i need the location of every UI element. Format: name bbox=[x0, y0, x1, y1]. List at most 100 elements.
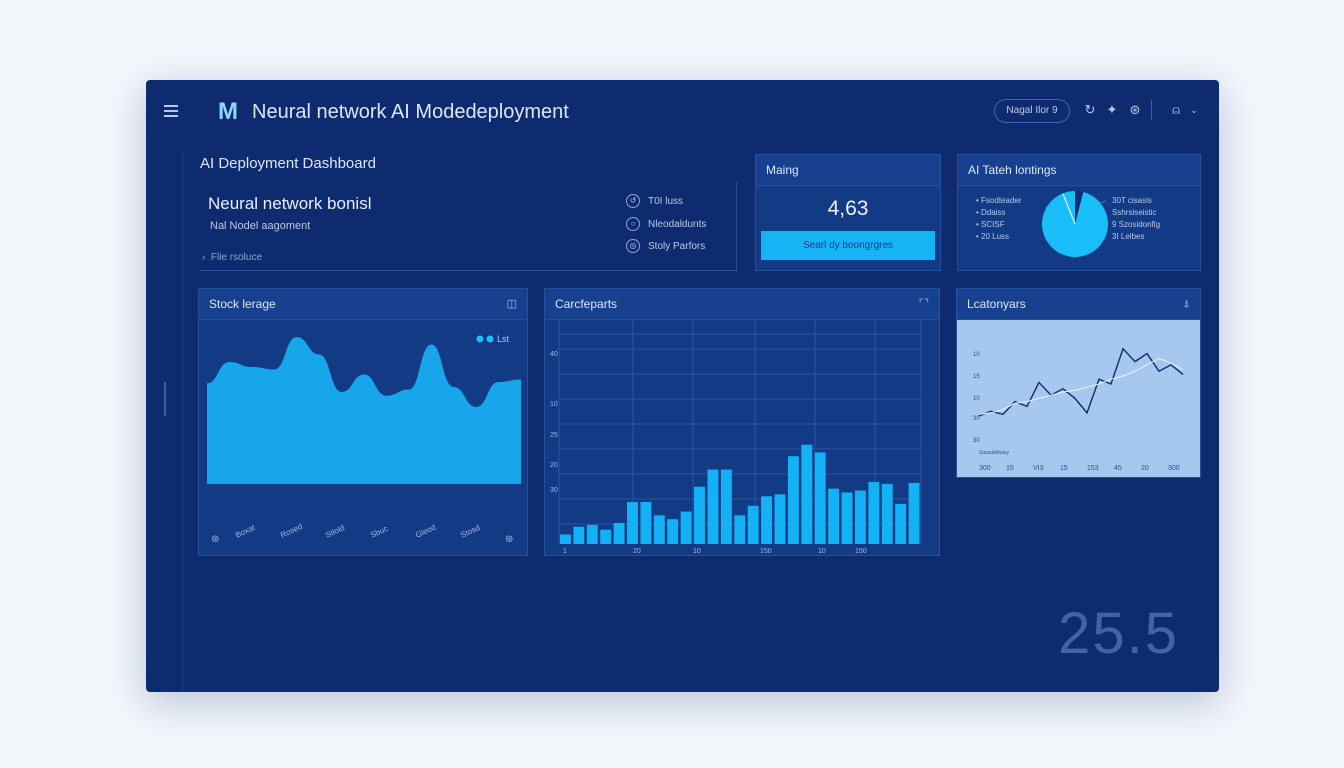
y-tick-label: 10 bbox=[973, 396, 980, 402]
line-chart-card: Lcatonyars ⍋ 10 15 10 30 30 Sasaubtlnasy 300 1… bbox=[956, 288, 1201, 478]
headline: Neural network bonisl bbox=[208, 194, 372, 213]
search-button[interactable]: Searl dy boongrgres bbox=[761, 231, 935, 260]
bar bbox=[680, 511, 692, 544]
x-tick-label: 45 bbox=[1114, 465, 1122, 472]
bar bbox=[761, 496, 773, 544]
x-tick-label: Stosd bbox=[459, 523, 481, 540]
pie-legend-left: • Fsodteader • Ddaiss • SCISF • 20 Luss bbox=[976, 195, 1022, 243]
bar bbox=[734, 515, 746, 544]
bar bbox=[653, 515, 665, 544]
bar bbox=[841, 492, 853, 544]
x-tick-label: VI3 bbox=[1033, 465, 1044, 472]
bar-chart-card: Carcfeparts ⌜⌝ 40 10 25 20 30 1 20 10 150 10 150 bbox=[544, 288, 940, 556]
pie-slice bbox=[1075, 191, 1084, 224]
y-tick-label: 30 bbox=[973, 438, 980, 444]
dashboard-title: AI Deployment Dashboard bbox=[200, 155, 376, 172]
x-tick-label: 150 bbox=[760, 548, 772, 555]
bar bbox=[908, 482, 920, 544]
file-resource-label: Flie rsoluce bbox=[210, 252, 263, 263]
line-legend: Sasaubtlnasy bbox=[979, 450, 1010, 456]
bar bbox=[787, 456, 799, 544]
x-tick-label: 150 bbox=[855, 548, 867, 555]
y-tick-label: 30 bbox=[973, 416, 980, 422]
x-tick-label: 10 bbox=[693, 548, 701, 555]
app-title: Neural network AI Modedeployment bbox=[252, 101, 569, 123]
environment-pill[interactable]: Nagal Ilor 9 bbox=[994, 99, 1070, 123]
bar bbox=[814, 452, 826, 544]
legend-item: • SCISF bbox=[976, 220, 1005, 229]
hamburger-menu-icon[interactable] bbox=[164, 105, 178, 117]
legend-item: • Ddaiss bbox=[976, 208, 1006, 217]
bar bbox=[854, 490, 866, 544]
x-tick-label: 153 bbox=[1087, 465, 1099, 472]
resize-handle[interactable] bbox=[164, 382, 166, 416]
line-card-title: Lcatonyars ⍋ bbox=[957, 289, 1200, 320]
option-item[interactable]: ↺ T0I luss bbox=[626, 194, 683, 210]
pie-chart bbox=[1042, 191, 1108, 257]
area-card-title: Stock lerage ◫ bbox=[199, 289, 527, 320]
x-tick-label: Boxat bbox=[234, 523, 257, 540]
y-tick-label: 10 bbox=[973, 352, 980, 358]
settings-icon[interactable]: ⊛ bbox=[211, 534, 219, 545]
y-tick-label: 30 bbox=[550, 487, 558, 494]
radio-icon: ○ bbox=[626, 217, 640, 232]
pie-card-title: AI Tateh lontings bbox=[958, 155, 1200, 186]
bar bbox=[801, 444, 813, 544]
bar bbox=[667, 519, 679, 544]
file-resource-link[interactable]: › Flie rsoluce bbox=[202, 252, 262, 263]
x-tick-label: 15 bbox=[1006, 465, 1014, 472]
y-tick-label: 10 bbox=[550, 401, 558, 408]
x-tick-label: 20 bbox=[1141, 465, 1149, 472]
y-tick-label: 15 bbox=[973, 374, 980, 380]
bar bbox=[573, 526, 585, 544]
x-tick-label: Stlold bbox=[324, 523, 346, 540]
bar-chart: 40 10 25 20 30 1 20 10 150 10 150 bbox=[550, 320, 922, 555]
bar bbox=[560, 534, 571, 544]
legend-dot bbox=[476, 335, 484, 343]
option-item[interactable]: ◎ Stoly Parfors bbox=[626, 239, 705, 255]
pie-legend-right: 30T cisasis Sshrsiseistic 9 Szosidonfig … bbox=[1112, 195, 1160, 243]
settings-icon[interactable]: ⊛ bbox=[1129, 102, 1141, 117]
legend-item: 3I Lelbes bbox=[1112, 232, 1145, 241]
chevron-down-icon[interactable]: ⌄ bbox=[1190, 105, 1198, 115]
header-divider bbox=[1151, 100, 1152, 120]
user-icon[interactable]: ⍝ bbox=[1172, 102, 1180, 117]
x-tick-label: Rosed bbox=[279, 522, 304, 540]
line-chart-bg bbox=[957, 320, 1200, 477]
option-item[interactable]: ○ Nleodaldunts bbox=[626, 217, 706, 233]
corner-icon[interactable]: ⌜⌝ bbox=[918, 298, 929, 310]
caret-right-icon: › bbox=[202, 252, 211, 263]
bar bbox=[774, 494, 786, 544]
radio-icon: ↺ bbox=[626, 194, 640, 209]
option-label: Nleodaldunts bbox=[648, 219, 707, 230]
bar bbox=[600, 529, 612, 544]
pin-icon[interactable]: ⍋ bbox=[1183, 298, 1190, 310]
settings-icon[interactable]: ⊛ bbox=[505, 534, 513, 545]
app-window: M Neural network AI Modedeployment Nagal… bbox=[146, 80, 1219, 692]
x-tick-label: 10 bbox=[818, 548, 826, 555]
big-number: 25.5 bbox=[1058, 601, 1179, 666]
x-tick-label: 15 bbox=[1060, 465, 1068, 472]
bar bbox=[586, 524, 598, 544]
y-tick-label: 25 bbox=[550, 432, 558, 439]
x-tick-label: Sbuc bbox=[369, 524, 389, 540]
sidebar-divider bbox=[182, 152, 183, 692]
bar bbox=[747, 505, 759, 544]
line-chart: 10 15 10 30 30 Sasaubtlnasy 300 15 VI3 15 153 45 2… bbox=[957, 320, 1200, 477]
subline: Nal Nodel aagoment bbox=[210, 220, 311, 232]
area-chart: Lst Boxat Rosed Stlold Sbuc Gleod Stosd ⊛ ⊛ bbox=[207, 334, 521, 545]
option-label: Stoly Parfors bbox=[648, 241, 706, 252]
y-tick-label: 20 bbox=[550, 462, 558, 469]
legend-item: Sshrsiseistic bbox=[1112, 208, 1157, 217]
legend-item: 30T cisasis bbox=[1112, 196, 1152, 205]
metric-value: 4,63 bbox=[827, 197, 869, 220]
pie-pointer bbox=[1062, 193, 1076, 225]
legend-item: 9 Szosidonfig bbox=[1112, 220, 1161, 229]
bird-icon[interactable]: ✦ bbox=[1106, 102, 1118, 117]
expand-icon[interactable]: ◫ bbox=[506, 298, 517, 310]
refresh-icon[interactable]: ↻ bbox=[1084, 102, 1096, 117]
bar bbox=[640, 502, 652, 544]
bar bbox=[694, 486, 705, 544]
option-label: T0I luss bbox=[648, 196, 684, 207]
line-series bbox=[978, 357, 1184, 415]
